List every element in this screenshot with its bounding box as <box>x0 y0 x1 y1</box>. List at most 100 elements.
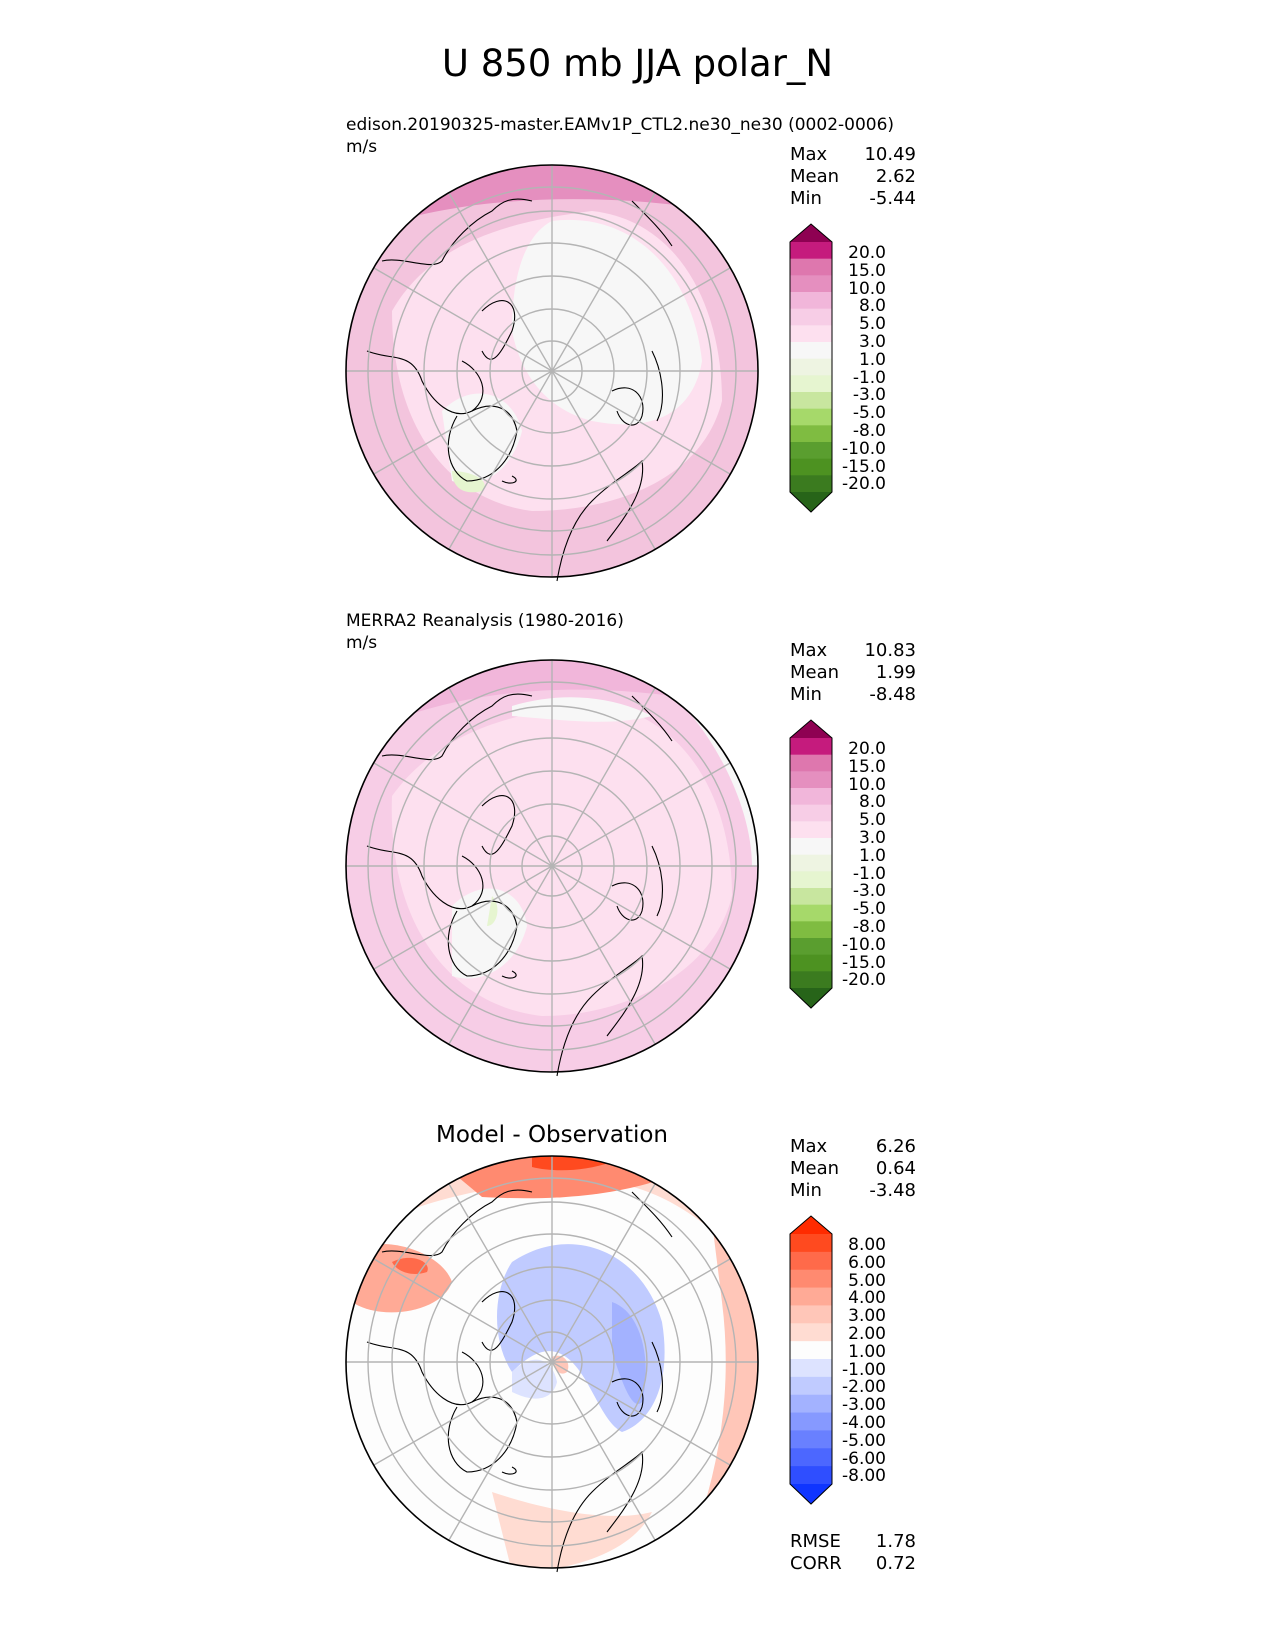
colorbar-segment <box>790 358 832 376</box>
colorbar-segment <box>790 1412 832 1432</box>
obs-max-label: Max <box>790 640 828 661</box>
colorbar-tick-label: 1.0 <box>858 349 886 370</box>
colorbar-tick-label: -3.00 <box>842 1395 886 1416</box>
colorbar-tick-label: 1.0 <box>858 845 886 866</box>
colorbar-segment <box>790 375 832 393</box>
colorbar-tick-label: -1.0 <box>852 863 886 884</box>
colorbar-segment <box>790 1287 832 1307</box>
diff-metrics: RMSE 1.78 CORR 0.72 <box>790 1531 916 1575</box>
diff-polar-map <box>345 1155 759 1573</box>
corr-value: 0.72 <box>875 1553 916 1574</box>
colorbar-tick-label: 1.00 <box>848 1341 886 1362</box>
colorbar-tick-label: 20.0 <box>848 243 886 263</box>
colorbar-tick-label: -20.0 <box>842 970 886 991</box>
colorbar-segment <box>790 308 832 326</box>
colorbar-segment <box>790 804 832 822</box>
colorbar-segment <box>790 938 832 956</box>
diff-stats: Max 6.26 Mean 0.64 Min -3.48 <box>790 1136 916 1202</box>
diff-min-value: -3.48 <box>869 1180 916 1201</box>
colorbar-segment <box>790 1359 832 1378</box>
diff-max-label: Max <box>790 1136 828 1157</box>
diff-title: Model - Observation <box>435 1122 669 1148</box>
diff-min-label: Min <box>790 1180 822 1201</box>
colorbar-segment <box>790 258 832 276</box>
colorbar-tick-label: -5.0 <box>852 403 886 424</box>
colorbar-tick-label: 10.0 <box>848 774 886 795</box>
rmse-value: 1.78 <box>875 1531 916 1552</box>
colorbar-tick-label: 15.0 <box>848 260 886 281</box>
colorbar-tick-label: 8.00 <box>848 1235 886 1255</box>
model-colorbar <box>789 223 833 513</box>
colorbar-tick-label: 20.0 <box>848 739 886 759</box>
model-mean-value: 2.62 <box>875 166 916 187</box>
colorbar-tick-label: -8.0 <box>852 420 886 441</box>
colorbar-tick-label: 3.00 <box>848 1306 886 1327</box>
model-subtitle: edison.20190325-master.EAMv1P_CTL2.ne30_… <box>346 115 895 135</box>
colorbar-segment <box>790 854 832 872</box>
colorbar-tick-label: 6.00 <box>848 1252 886 1273</box>
colorbar-segment <box>790 242 832 260</box>
model-stats: Max 10.49 Mean 2.62 Min -5.44 <box>790 144 916 210</box>
model-min-label: Min <box>790 188 822 209</box>
colorbar-segment <box>790 738 832 756</box>
colorbar-segment <box>790 1234 832 1253</box>
obs-min-value: -8.48 <box>869 684 916 705</box>
obs-min-label: Min <box>790 684 822 705</box>
colorbar-segment <box>790 954 832 972</box>
obs-mean-value: 1.99 <box>875 662 916 683</box>
colorbar-bottom-cap <box>790 1484 832 1504</box>
colorbar-tick-label: -10.0 <box>842 438 886 459</box>
colorbar-segment <box>790 1341 832 1360</box>
colorbar-tick-label: 8.0 <box>858 792 886 813</box>
colorbar-top-cap <box>790 1216 832 1234</box>
colorbar-segment <box>790 888 832 906</box>
diff-colorbar-ticks: 8.00 6.00 5.00 4.00 3.00 2.00 1.00 -1.00 -2.00 -3… <box>830 1235 886 1487</box>
model-max-value: 10.49 <box>864 144 916 165</box>
colorbar-segment <box>790 292 832 310</box>
colorbar-segment <box>790 971 832 989</box>
colorbar-segment <box>790 275 832 293</box>
colorbar-outline <box>789 223 833 513</box>
colorbar-tick-label: 15.0 <box>848 756 886 777</box>
colorbar-segment <box>790 921 832 939</box>
colorbar-tick-label: -8.0 <box>852 916 886 937</box>
colorbar-tick-label: -15.0 <box>842 952 886 973</box>
model-units: m/s <box>346 137 378 157</box>
colorbar-bottom-cap <box>790 988 832 1008</box>
colorbar-outline <box>789 719 833 1009</box>
colorbar-segment <box>790 342 832 360</box>
colorbar-segment <box>790 1305 832 1324</box>
colorbar-segment <box>790 1323 832 1342</box>
model-colorbar-ticks: 20.0 15.0 10.0 8.0 5.0 3.0 1.0 -1.0 -3.0 -5.0 -8.0… <box>830 243 886 495</box>
colorbar-tick-label: -10.0 <box>842 934 886 955</box>
rmse-label: RMSE <box>790 1531 841 1552</box>
model-mean-label: Mean <box>790 166 840 187</box>
colorbar-top-cap <box>790 224 832 242</box>
colorbar-tick-label: 5.0 <box>858 314 886 335</box>
colorbar-tick-label: 3.0 <box>858 331 886 352</box>
colorbar-outline <box>789 1215 833 1505</box>
diff-mean-label: Mean <box>790 1158 840 1179</box>
colorbar-segment <box>790 1430 832 1449</box>
colorbar-tick-label: -5.0 <box>852 899 886 920</box>
obs-polar-map <box>345 659 759 1077</box>
corr-label: CORR <box>790 1553 842 1574</box>
colorbar-tick-label: 4.00 <box>848 1288 886 1309</box>
colorbar-tick-label: -2.00 <box>842 1377 886 1398</box>
colorbar-segment <box>790 425 832 443</box>
obs-max-value: 10.83 <box>864 640 916 661</box>
colorbar-tick-label: -8.00 <box>842 1466 886 1487</box>
colorbar-segment <box>790 392 832 410</box>
model-min-value: -5.44 <box>869 188 916 209</box>
colorbar-segment <box>790 1251 832 1271</box>
colorbar-segment <box>790 904 832 922</box>
model-max-label: Max <box>790 144 828 165</box>
obs-colorbar <box>789 719 833 1009</box>
colorbar-segment <box>790 325 832 343</box>
colorbar-segment <box>790 408 832 426</box>
colorbar-tick-label: -20.0 <box>842 474 886 495</box>
colorbar-tick-label: 5.00 <box>848 1270 886 1291</box>
diff-max-value: 6.26 <box>875 1136 916 1157</box>
colorbar-segment <box>790 475 832 493</box>
diff-colorbar <box>789 1215 833 1505</box>
